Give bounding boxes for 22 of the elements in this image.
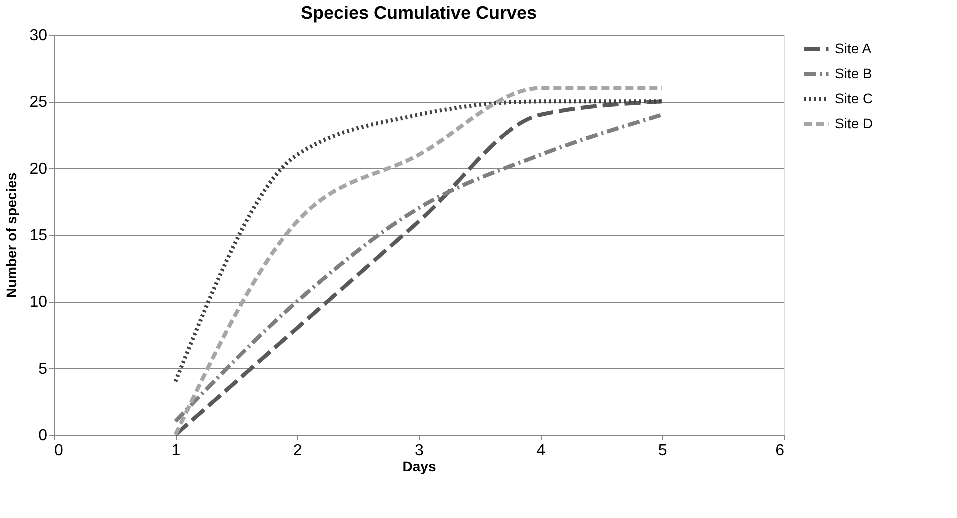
legend-label: Site D — [835, 116, 874, 132]
y-tick-label: 20 — [30, 160, 48, 178]
x-tick-label: 2 — [293, 442, 302, 460]
line-series — [174, 100, 664, 384]
y-axis-title: Number of species — [4, 172, 20, 298]
x-tick-label: 1 — [172, 442, 181, 460]
x-tick-label: 4 — [536, 442, 546, 460]
y-tick-label: 25 — [30, 94, 48, 112]
y-tick-label: 10 — [30, 294, 48, 312]
x-tick-label: 3 — [415, 442, 424, 460]
y-tick-label: 0 — [38, 428, 48, 444]
x-axis-title: Days — [402, 458, 436, 474]
x-tick-label: 6 — [776, 442, 785, 460]
y-tick-label: 5 — [38, 360, 48, 378]
y-tick-label: 30 — [30, 28, 48, 44]
legend-label: Site C — [835, 90, 874, 106]
x-tick-label: 0 — [54, 442, 64, 460]
y-tick-label: 15 — [30, 228, 48, 244]
x-tick-label: 5 — [658, 442, 668, 460]
chart-title: Species Cumulative Curves — [300, 3, 538, 23]
legend-label: Site B — [835, 66, 872, 82]
legend-label: Site A — [835, 40, 872, 56]
